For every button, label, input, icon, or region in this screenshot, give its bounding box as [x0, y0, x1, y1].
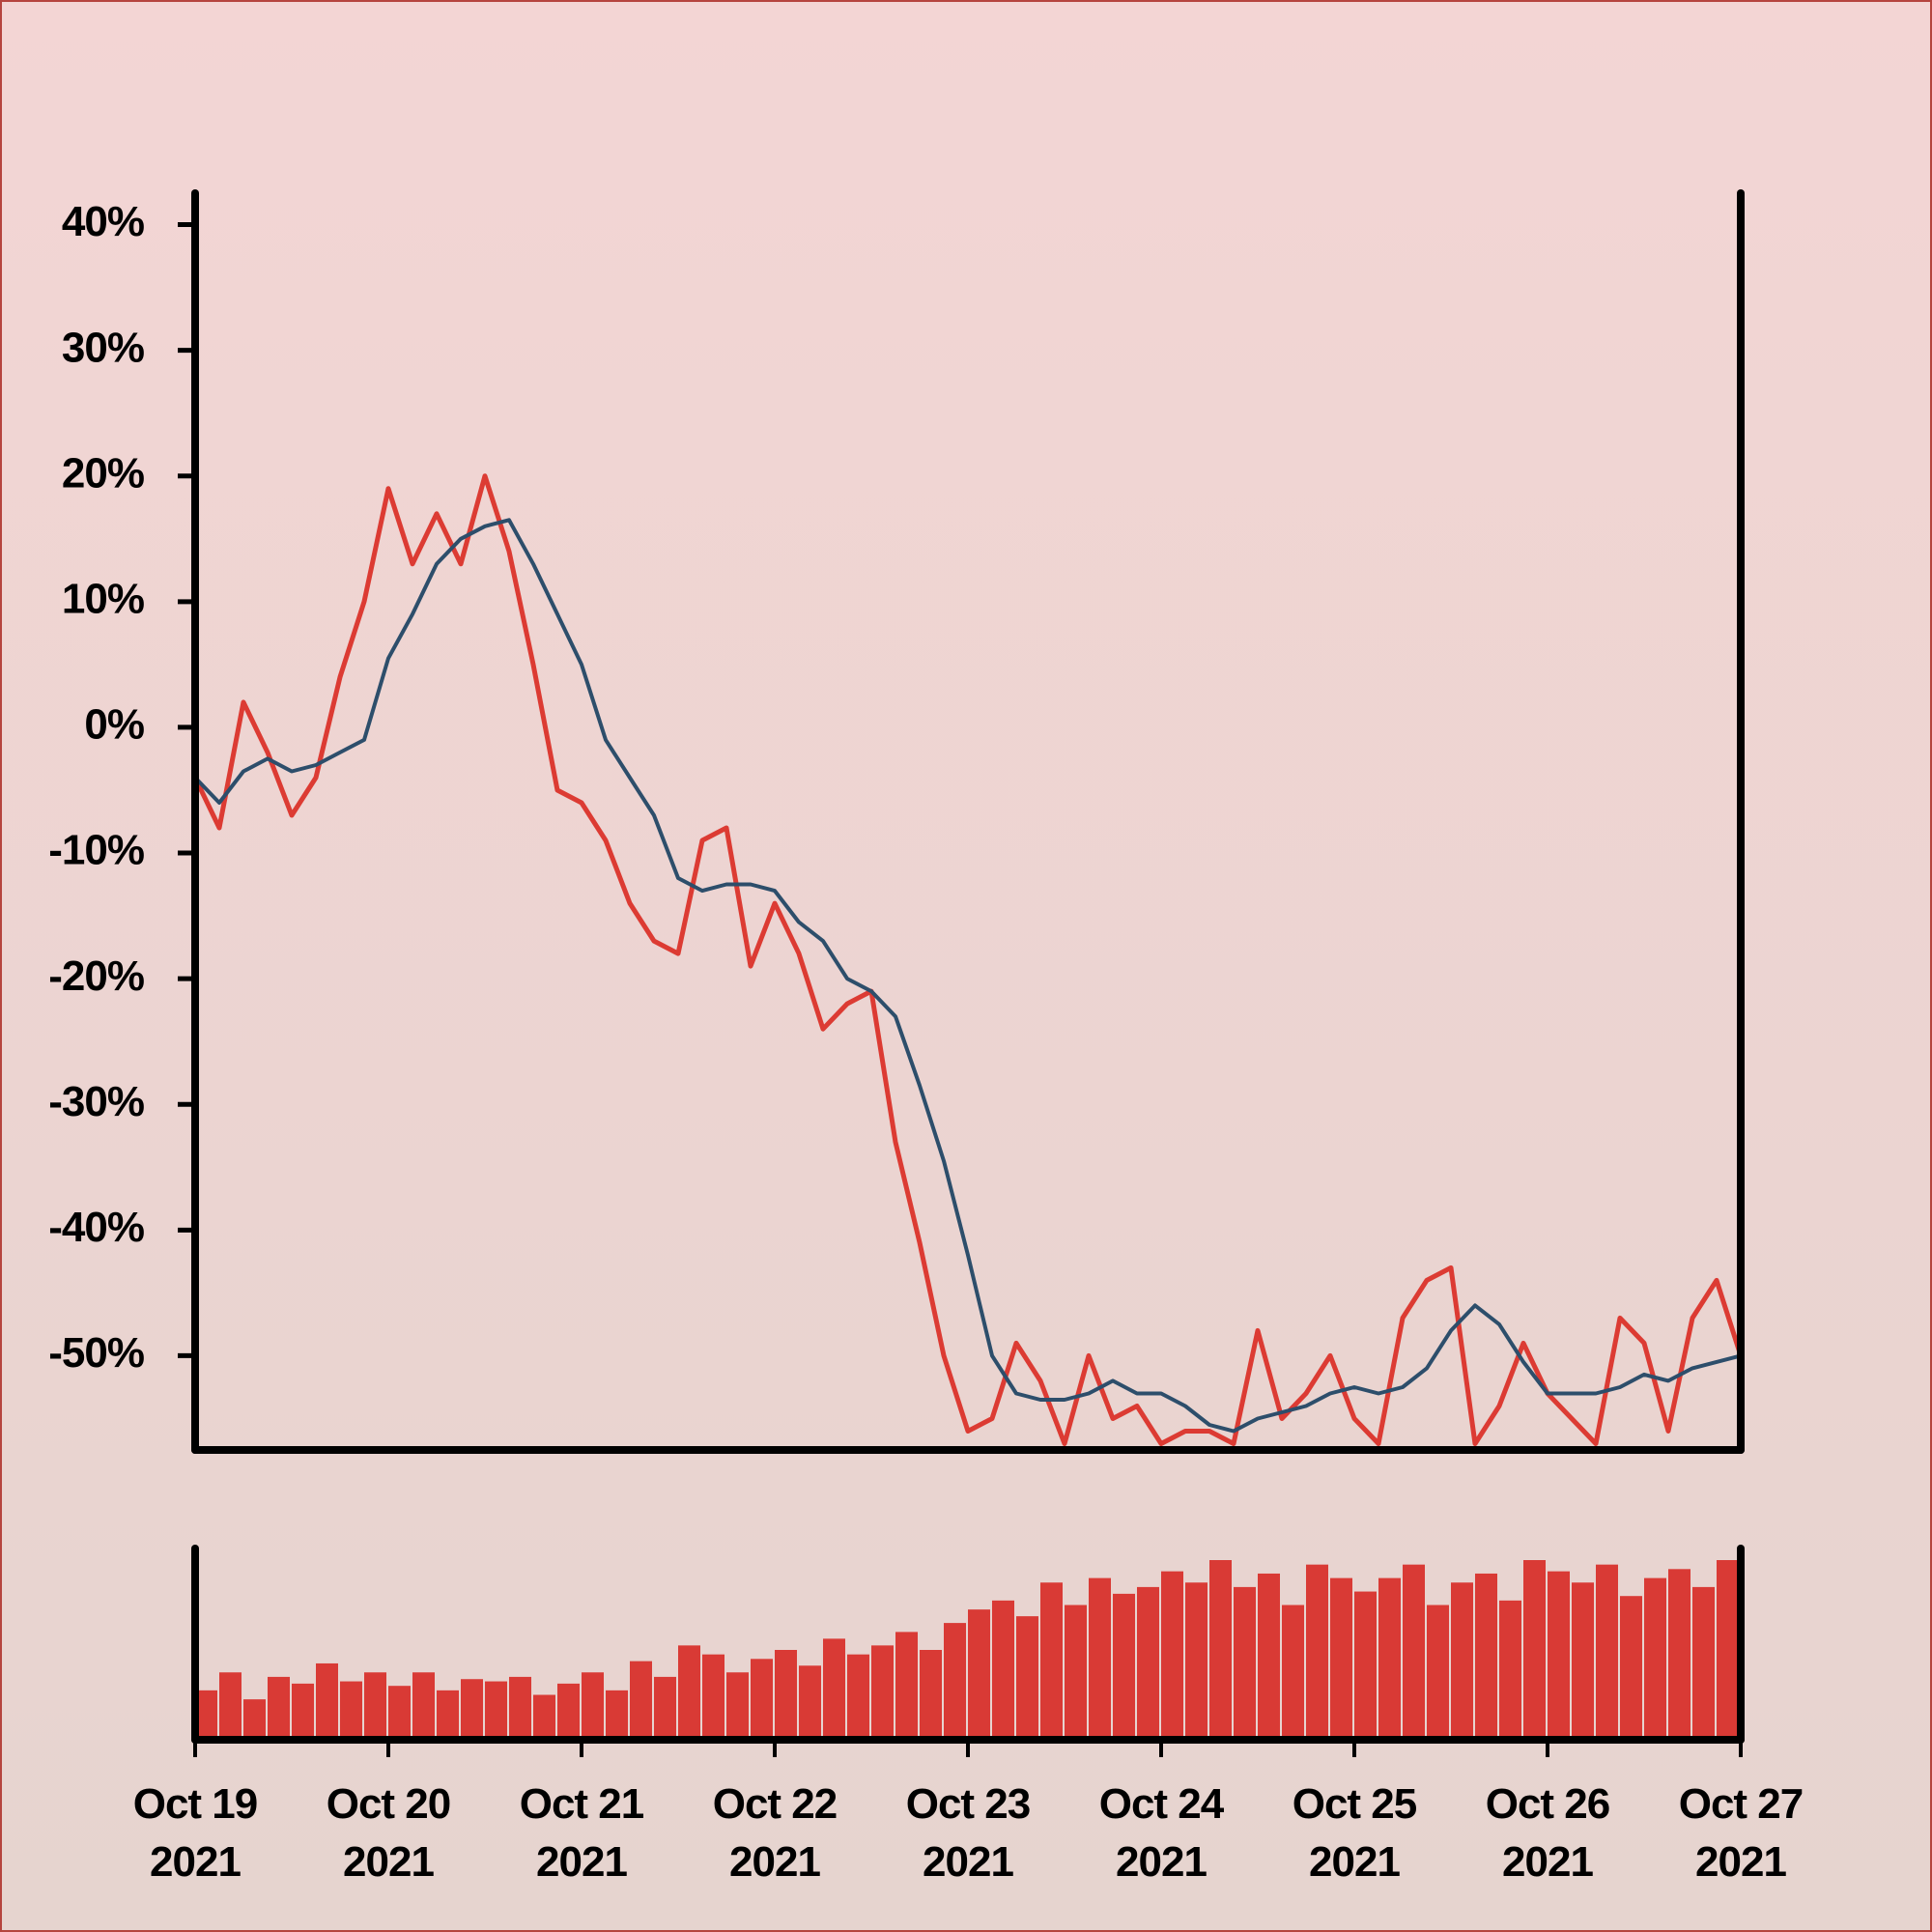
volume-bar [1644, 1577, 1666, 1740]
volume-bar [1692, 1586, 1715, 1740]
x-tick-label: Oct 19 2021 [132, 1780, 259, 1886]
volume-bar [1040, 1582, 1063, 1740]
volume-bar [1209, 1560, 1232, 1740]
x-tick-label: Oct 22 2021 [712, 1780, 838, 1886]
volume-bar [292, 1683, 314, 1740]
volume-bar [388, 1686, 411, 1740]
volume-bar [364, 1672, 386, 1740]
volume-bar [871, 1645, 894, 1740]
volume-bar [316, 1662, 338, 1740]
volume-bar [268, 1676, 290, 1740]
volume-bar [1065, 1605, 1087, 1740]
volume-bar [1717, 1560, 1739, 1740]
volume-bar [1475, 1573, 1497, 1740]
volume-bar [1378, 1577, 1401, 1740]
price-line [195, 473, 1741, 1446]
volume-bar [533, 1694, 555, 1740]
x-tick-label: Oct 26 2021 [1485, 1780, 1611, 1886]
volume-bar [243, 1699, 266, 1740]
volume-bar [654, 1676, 676, 1740]
x-tick-label: Oct 24 2021 [1098, 1780, 1225, 1886]
volume-bar [437, 1690, 459, 1740]
volume-bar [630, 1661, 652, 1740]
volume-bar [1427, 1605, 1449, 1740]
volume-bar [606, 1690, 628, 1740]
volume-bar [847, 1654, 869, 1740]
volume-bar [726, 1672, 749, 1740]
volume-bar [340, 1681, 362, 1740]
volume-bar [992, 1600, 1014, 1740]
volume-bar [1523, 1560, 1546, 1740]
y-tick-label: -40% [48, 1204, 144, 1251]
volume-bar [1499, 1600, 1521, 1740]
volume-bar [702, 1654, 724, 1740]
volume-bar [1016, 1616, 1038, 1740]
volume-bar [485, 1681, 507, 1740]
y-tick-label: -10% [48, 827, 144, 874]
volume-bar [582, 1672, 604, 1740]
volume-bar [799, 1665, 821, 1740]
volume-bar [1403, 1564, 1425, 1740]
volume-bar [751, 1659, 773, 1740]
volume-bar [1572, 1582, 1594, 1740]
volume-bar [1354, 1591, 1377, 1740]
volume-bar [557, 1683, 580, 1740]
volume-bar [1089, 1577, 1111, 1740]
volume-bar [1306, 1564, 1328, 1740]
y-tick-label: -20% [48, 952, 144, 1000]
volume-bar [1596, 1564, 1618, 1740]
volume-bar [219, 1672, 242, 1740]
volume-bar [895, 1632, 918, 1740]
volume-bar [1548, 1571, 1570, 1740]
volume-bar [968, 1609, 990, 1740]
y-tick-label: -50% [48, 1329, 144, 1377]
volume-bar [1620, 1596, 1642, 1740]
volume-bar [823, 1638, 845, 1740]
x-tick-label: Oct 21 2021 [519, 1780, 645, 1886]
y-tick-label: 40% [62, 198, 144, 245]
plot-area [195, 473, 1741, 1446]
volume-bar [1258, 1573, 1280, 1740]
x-tick-label: Oct 25 2021 [1292, 1780, 1418, 1886]
x-tick-label: Oct 23 2021 [905, 1780, 1032, 1886]
volume-bar [461, 1679, 483, 1740]
volume-bar [944, 1623, 966, 1740]
volume-bar [920, 1650, 942, 1740]
volume-bar [775, 1650, 797, 1740]
volume-bar [1451, 1582, 1473, 1740]
y-tick-label: 30% [62, 324, 144, 371]
volume-bar [1330, 1577, 1352, 1740]
volume-bar [1113, 1593, 1135, 1740]
volume-bar [1668, 1569, 1690, 1740]
volume-bar [195, 1690, 217, 1740]
volume-bar [1185, 1582, 1208, 1740]
x-tick-label: Oct 27 2021 [1678, 1780, 1804, 1886]
y-tick-label: 20% [62, 449, 144, 497]
volume-bar [1282, 1605, 1304, 1740]
price-line [195, 518, 1741, 1434]
volume-bar [1137, 1586, 1159, 1740]
y-tick-label: 10% [62, 575, 144, 622]
volume-bar [509, 1676, 531, 1740]
y-tick-label: 0% [84, 701, 144, 749]
volume-bar [678, 1645, 700, 1740]
y-tick-label: -30% [48, 1078, 144, 1125]
x-tick-label: Oct 20 2021 [326, 1780, 452, 1886]
volume-bar [1161, 1571, 1183, 1740]
volume-bar [412, 1672, 435, 1740]
volume-bar [1234, 1586, 1256, 1740]
